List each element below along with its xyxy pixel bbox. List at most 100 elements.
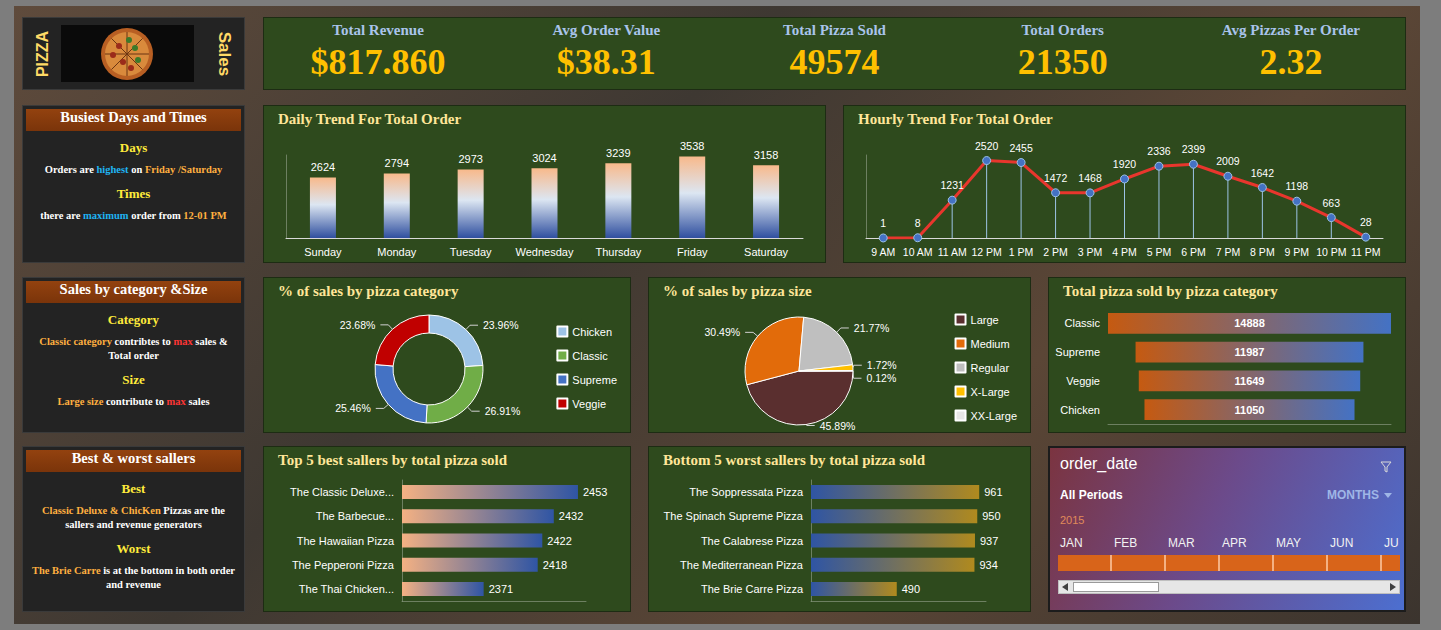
- svg-text:Chicken: Chicken: [1060, 404, 1100, 416]
- svg-text:2371: 2371: [489, 583, 513, 595]
- svg-text:Supreme: Supreme: [1055, 346, 1100, 358]
- html-text:$38.31: $38.31: [556, 42, 656, 82]
- svg-text:2973: 2973: [458, 153, 482, 165]
- svg-text:9 PM: 9 PM: [1285, 246, 1310, 258]
- svg-text:1 PM: 1 PM: [1009, 246, 1034, 258]
- svg-text:14888: 14888: [1234, 317, 1265, 329]
- svg-text:Chicken: Chicken: [572, 326, 612, 338]
- svg-text:6 PM: 6 PM: [1181, 246, 1206, 258]
- svg-text:11050: 11050: [1235, 404, 1265, 416]
- html-text:The Brie Carre is at the botto: The Brie Carre is at the bottom in both …: [32, 565, 235, 590]
- svg-text:X-Large: X-Large: [971, 386, 1010, 398]
- svg-text:30.49%: 30.49%: [704, 326, 740, 338]
- svg-text:1468: 1468: [1078, 172, 1102, 184]
- svg-text:2520: 2520: [975, 140, 999, 152]
- svg-text:3158: 3158: [754, 149, 778, 161]
- svg-text:2336: 2336: [1147, 145, 1171, 157]
- svg-text:7 PM: 7 PM: [1216, 246, 1241, 258]
- svg-text:The Barbecue...: The Barbecue...: [316, 510, 394, 522]
- svg-text:21.77%: 21.77%: [854, 322, 890, 334]
- svg-text:1642: 1642: [1251, 167, 1275, 179]
- svg-text:Wednesday: Wednesday: [516, 246, 574, 258]
- svg-text:The Hawaiian Pizza: The Hawaiian Pizza: [297, 535, 395, 547]
- svg-text:The Pepperoni Pizza: The Pepperoni Pizza: [292, 559, 395, 571]
- svg-text:1198: 1198: [1286, 180, 1309, 192]
- svg-text:2422: 2422: [547, 535, 571, 547]
- svg-text:10 AM: 10 AM: [903, 246, 933, 258]
- html-text:2.32: 2.32: [1259, 42, 1323, 82]
- svg-text:937: 937: [980, 535, 998, 547]
- svg-text:11649: 11649: [1235, 375, 1265, 387]
- svg-text:5 PM: 5 PM: [1147, 246, 1172, 258]
- svg-text:2418: 2418: [543, 559, 567, 571]
- svg-text:Medium: Medium: [971, 338, 1010, 350]
- svg-text:2009: 2009: [1216, 155, 1240, 167]
- svg-text:3538: 3538: [680, 140, 704, 152]
- svg-text:26.91%: 26.91%: [485, 405, 521, 417]
- svg-text:PIZZA: PIZZA: [34, 30, 51, 77]
- svg-text:2399: 2399: [1182, 143, 1206, 155]
- svg-text:9 AM: 9 AM: [871, 246, 895, 258]
- svg-text:1231: 1231: [940, 179, 964, 191]
- html-text:Classic Deluxe & ChicKen Pizza: Classic Deluxe & ChicKen Pizzas are the …: [42, 505, 225, 530]
- svg-text:950: 950: [982, 510, 1000, 522]
- svg-text:Veggie: Veggie: [572, 398, 606, 410]
- svg-text:Friday: Friday: [677, 246, 708, 258]
- svg-text:25.46%: 25.46%: [335, 402, 371, 414]
- html-text:49574: 49574: [789, 42, 880, 82]
- svg-text:3239: 3239: [606, 147, 630, 159]
- svg-text:Classic: Classic: [572, 350, 608, 362]
- svg-text:11 PM: 11 PM: [1351, 246, 1381, 258]
- svg-text:1472: 1472: [1044, 172, 1068, 184]
- svg-text:Thursday: Thursday: [595, 246, 641, 258]
- svg-text:8: 8: [915, 217, 921, 229]
- svg-text:Classic: Classic: [1065, 317, 1101, 329]
- svg-text:1920: 1920: [1113, 158, 1137, 170]
- svg-text:Sunday: Sunday: [304, 246, 342, 258]
- html-text:Classic category contribtes to: Classic category contribtes to max sales…: [39, 336, 228, 361]
- svg-text:490: 490: [902, 583, 920, 595]
- svg-text:Saturday: Saturday: [744, 246, 789, 258]
- svg-text:28: 28: [1360, 216, 1372, 228]
- svg-text:0.12%: 0.12%: [866, 372, 896, 384]
- svg-text:The Spinach Supreme Pizza: The Spinach Supreme Pizza: [664, 510, 804, 522]
- svg-text:Regular: Regular: [971, 362, 1010, 374]
- svg-text:961: 961: [984, 486, 1002, 498]
- svg-text:2455: 2455: [1009, 142, 1033, 154]
- svg-text:4 PM: 4 PM: [1112, 246, 1137, 258]
- svg-text:3 PM: 3 PM: [1078, 246, 1103, 258]
- svg-text:2432: 2432: [559, 510, 583, 522]
- html-text:$817.860: $817.860: [310, 42, 446, 82]
- svg-text:1.72%: 1.72%: [867, 359, 897, 371]
- svg-text:Sales: Sales: [215, 32, 234, 76]
- svg-text:Tuesday: Tuesday: [450, 246, 492, 258]
- svg-text:2 PM: 2 PM: [1043, 246, 1068, 258]
- svg-text:Large: Large: [971, 314, 999, 326]
- svg-text:Supreme: Supreme: [572, 374, 617, 386]
- svg-text:45.89%: 45.89%: [820, 420, 856, 432]
- svg-text:2794: 2794: [385, 157, 409, 169]
- svg-text:The Thai Chicken...: The Thai Chicken...: [299, 583, 394, 595]
- svg-text:11987: 11987: [1235, 346, 1265, 358]
- svg-text:8 PM: 8 PM: [1250, 246, 1275, 258]
- svg-text:934: 934: [979, 559, 997, 571]
- svg-text:1: 1: [880, 217, 886, 229]
- svg-text:2453: 2453: [583, 486, 607, 498]
- svg-text:Monday: Monday: [377, 246, 417, 258]
- svg-text:2624: 2624: [311, 161, 335, 173]
- svg-text:The Soppressata Pizza: The Soppressata Pizza: [689, 486, 804, 498]
- svg-text:11 AM: 11 AM: [938, 246, 967, 258]
- svg-text:23.68%: 23.68%: [340, 319, 376, 331]
- svg-text:23.96%: 23.96%: [483, 319, 519, 331]
- svg-text:10 PM: 10 PM: [1316, 246, 1346, 258]
- svg-text:3024: 3024: [532, 152, 556, 164]
- svg-text:The Mediterranean Pizza: The Mediterranean Pizza: [680, 559, 804, 571]
- svg-text:Veggie: Veggie: [1066, 375, 1100, 387]
- html-text:21350: 21350: [1017, 42, 1108, 82]
- svg-text:The Classic Deluxe...: The Classic Deluxe...: [290, 486, 394, 498]
- svg-text:663: 663: [1323, 197, 1341, 209]
- svg-text:XX-Large: XX-Large: [971, 410, 1017, 422]
- svg-text:The Brie Carre Pizza: The Brie Carre Pizza: [701, 583, 804, 595]
- svg-text:12 PM: 12 PM: [971, 246, 1001, 258]
- svg-text:The Calabrese Pizza: The Calabrese Pizza: [701, 535, 804, 547]
